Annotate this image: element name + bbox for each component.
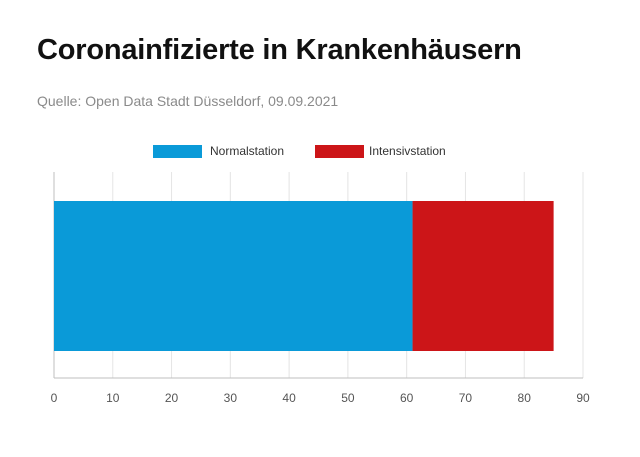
legend-label-normalstation: Normalstation: [210, 144, 284, 158]
bars: [54, 201, 554, 351]
bar-normalstation[interactable]: [54, 201, 413, 351]
x-tick-label: 20: [165, 391, 179, 405]
legend-label-intensivstation: Intensivstation: [369, 144, 446, 158]
x-tick-label: 10: [106, 391, 120, 405]
x-tick-label: 40: [282, 391, 296, 405]
x-tick-label: 90: [576, 391, 590, 405]
bar-intensivstation[interactable]: [412, 201, 554, 351]
x-tick-label: 0: [51, 391, 58, 405]
legend-swatch-intensivstation: [315, 145, 364, 158]
x-axis: 0 10 20 30 40 50 60 70 80 90: [51, 391, 590, 405]
x-tick-label: 60: [400, 391, 414, 405]
x-tick-label: 70: [459, 391, 473, 405]
x-tick-label: 50: [341, 391, 355, 405]
legend-swatch-normalstation: [153, 145, 202, 158]
x-tick-label: 80: [518, 391, 532, 405]
chart-title: Coronainfizierte in Krankenhäusern: [37, 34, 522, 66]
x-tick-label: 30: [224, 391, 238, 405]
chart-subtitle: Quelle: Open Data Stadt Düsseldorf, 09.0…: [37, 93, 339, 109]
legend: Normalstation Intensivstation: [153, 144, 446, 158]
